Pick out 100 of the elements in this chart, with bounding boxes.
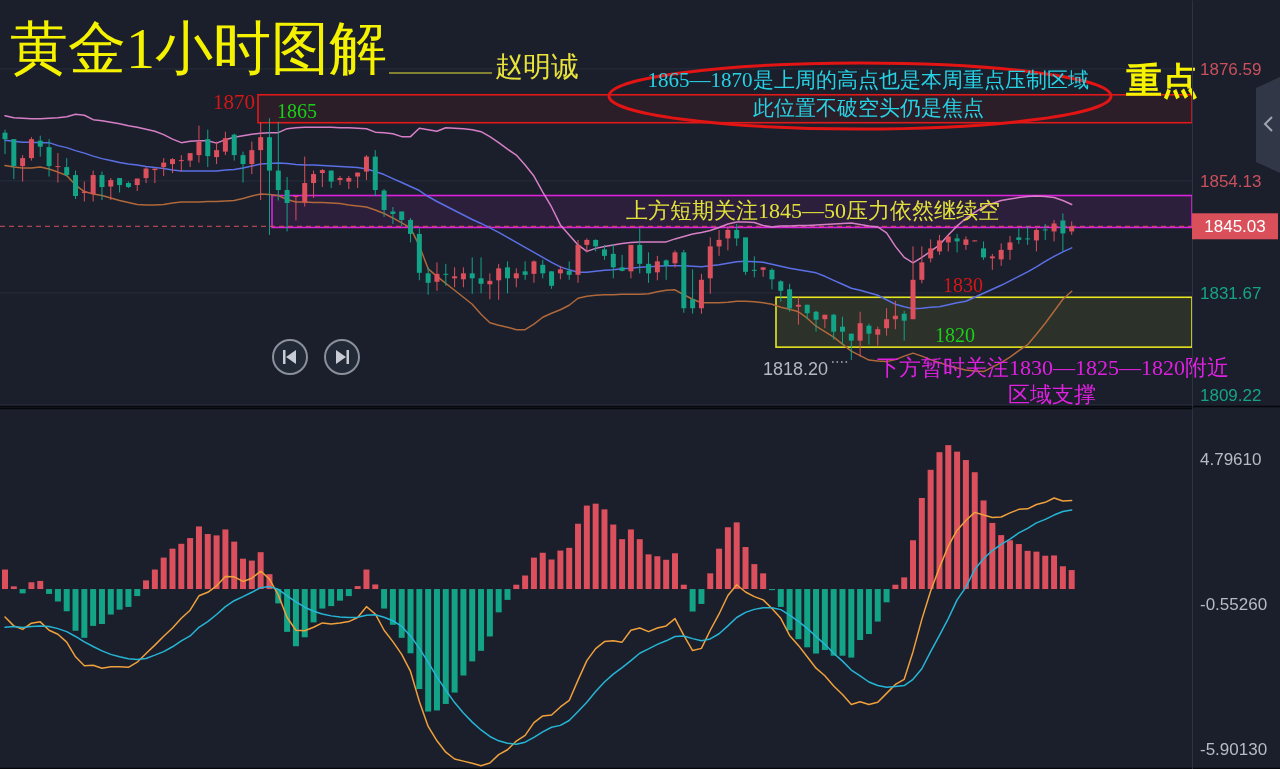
y-tick-label: 1831.67: [1200, 283, 1262, 303]
bar: [354, 586, 361, 590]
bar: [954, 451, 961, 590]
bar: [627, 529, 634, 590]
annotation: 1830: [943, 274, 983, 297]
bar: [442, 589, 449, 704]
bar: [416, 589, 423, 690]
bar: [601, 509, 608, 590]
bar: [169, 548, 176, 590]
bar: [857, 589, 864, 640]
bar: [231, 541, 238, 590]
bar: [680, 584, 687, 590]
bar: [1042, 555, 1049, 590]
bar: [813, 589, 820, 654]
bar: [654, 556, 661, 590]
bar: [10, 586, 17, 590]
bar: [195, 526, 202, 590]
bar: [962, 460, 969, 590]
bar: [874, 589, 881, 622]
bar: [592, 503, 599, 590]
bar: [98, 589, 105, 624]
bar: [892, 584, 899, 590]
y-tick-label: 1809.22: [1200, 385, 1262, 405]
bar: [707, 573, 714, 590]
bar: [610, 524, 617, 590]
bar: [583, 505, 590, 590]
bar: [760, 573, 767, 590]
bar: [504, 589, 511, 600]
bar: [1068, 570, 1075, 590]
bar: [134, 589, 141, 597]
annotation: 上方短期关注1845—50压力依然继续空: [626, 197, 1000, 223]
bar: [1024, 550, 1031, 590]
bar: [530, 557, 537, 590]
annotation: 区域支撑: [1008, 381, 1096, 407]
bar: [927, 469, 934, 590]
bar: [125, 589, 132, 607]
text: 赵明诚: [495, 51, 579, 82]
bar: [151, 569, 158, 590]
bar: [989, 522, 996, 590]
bar: [557, 550, 564, 590]
bar: [751, 564, 758, 590]
bar: [742, 547, 749, 590]
bar: [936, 452, 943, 590]
y-tick-label: 4.79610: [1200, 450, 1262, 469]
annotation: 1818.20: [763, 359, 829, 379]
bar: [257, 552, 264, 590]
bar: [240, 558, 247, 590]
bar: [319, 589, 326, 609]
bar: [1051, 555, 1058, 590]
bar: [777, 589, 784, 607]
bar: [187, 538, 194, 590]
bar: [522, 575, 529, 590]
ref-line-label: 1845.03: [1204, 216, 1266, 236]
bar: [839, 589, 846, 656]
bar: [716, 548, 723, 590]
bar: [425, 589, 432, 712]
bar: [733, 522, 740, 590]
bar: [1059, 566, 1066, 590]
bar: [160, 557, 167, 590]
bar: [363, 569, 370, 590]
bar: [46, 589, 53, 594]
bar: [698, 589, 705, 604]
bar: [116, 589, 123, 610]
bar: [478, 589, 485, 651]
chart-title: 黄金1小时图解: [10, 16, 387, 81]
bar: [619, 539, 626, 590]
bar: [204, 534, 211, 590]
bar: [81, 589, 88, 638]
bar: [945, 445, 952, 590]
bar: [645, 554, 652, 590]
bar: [222, 529, 229, 590]
bar: [63, 589, 70, 612]
bar: [786, 589, 793, 631]
bar: [980, 500, 987, 590]
bar: [292, 589, 299, 647]
bar: [90, 589, 97, 626]
bar: [248, 560, 255, 590]
bar: [28, 582, 35, 590]
bar: [539, 552, 546, 590]
bar: [883, 589, 890, 603]
bar: [178, 543, 185, 590]
bar: [724, 527, 731, 590]
bar: [918, 497, 925, 590]
bar: [548, 559, 555, 590]
bar: [213, 535, 220, 590]
bar: [1033, 551, 1040, 590]
bar: [381, 589, 388, 609]
bar: [998, 535, 1005, 590]
bar: [575, 523, 582, 590]
bar: [337, 589, 343, 601]
bar: [636, 539, 643, 590]
bar: [460, 589, 467, 676]
bar: [143, 580, 150, 590]
bar: [830, 589, 837, 656]
bar: [389, 589, 396, 625]
bar: [804, 589, 811, 648]
bar: [433, 589, 440, 711]
bar: [72, 589, 79, 631]
bar: [328, 589, 335, 607]
bar: [54, 589, 61, 602]
